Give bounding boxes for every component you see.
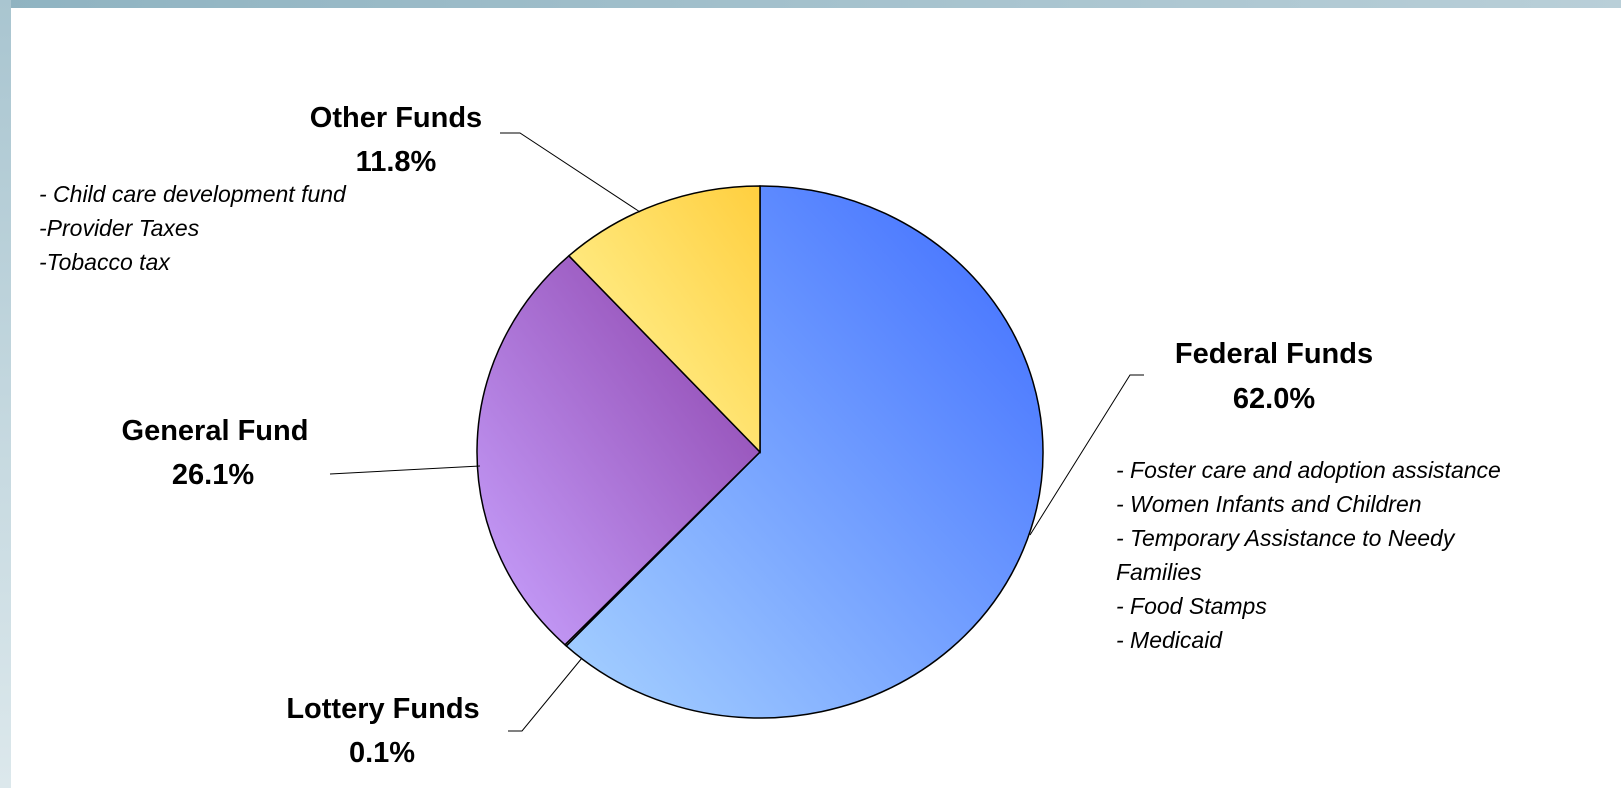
pie-slice-other-funds [567, 185, 761, 454]
leader-line-lottery [508, 657, 583, 732]
slice-name-federal-funds: Federal Funds [1175, 338, 1373, 370]
slice-value-general-fund: 26.1% [172, 459, 254, 491]
label-general-fund: General Fund 26.1% [122, 415, 309, 491]
pie-slices [476, 185, 1044, 719]
label-lottery-funds: Lottery Funds 0.1% [286, 693, 479, 769]
slice-value-lottery-funds: 0.1% [349, 737, 415, 769]
note-federal-4: Families [1116, 559, 1202, 585]
slice-name-other-funds: Other Funds [310, 102, 482, 134]
pie-slice-general-fund [476, 254, 762, 646]
slide-top-border [0, 0, 1621, 8]
note-federal-3: - Temporary Assistance to Needy [1116, 525, 1456, 551]
slice-name-general-fund: General Fund [122, 415, 309, 447]
slice-value-federal-funds: 62.0% [1233, 383, 1315, 415]
leader-lines [329, 132, 1144, 732]
pie-slice-federal-funds [565, 185, 1044, 719]
note-federal-5: - Food Stamps [1116, 593, 1267, 619]
note-federal-2: - Women Infants and Children [1116, 491, 1422, 517]
label-federal-funds: Federal Funds 62.0% - Foster care and ad… [1116, 338, 1501, 653]
note-other-3: -Tobacco tax [39, 249, 171, 275]
leader-line-federal [1029, 374, 1144, 536]
note-other-2: -Provider Taxes [39, 215, 200, 241]
slice-value-other-funds: 11.8% [356, 146, 437, 178]
slice-name-lottery-funds: Lottery Funds [286, 693, 479, 725]
leader-line-other [500, 132, 641, 213]
note-other-1: - Child care development fund [39, 181, 347, 207]
label-other-funds: Other Funds 11.8% - Child care developme… [39, 102, 482, 275]
leader-line-general [329, 465, 481, 475]
slide-left-border [0, 0, 11, 788]
note-federal-1: - Foster care and adoption assistance [1116, 457, 1501, 483]
note-federal-6: - Medicaid [1116, 627, 1223, 653]
